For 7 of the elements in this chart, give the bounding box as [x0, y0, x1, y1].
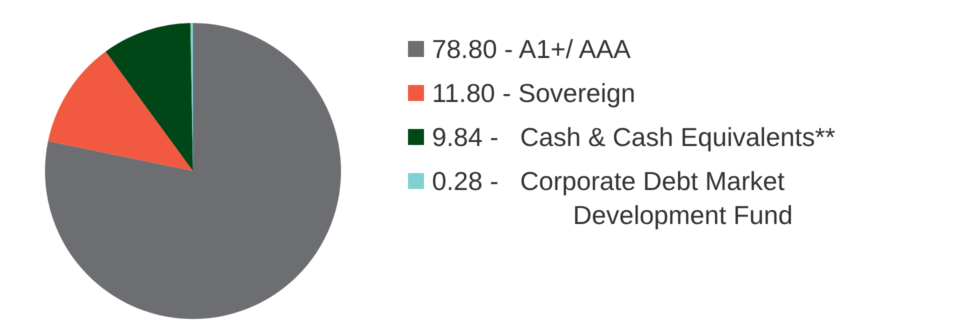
pie-slice: [48, 52, 193, 171]
legend-label: 11.80 - Sovereign: [432, 77, 636, 110]
pie-slice: [106, 23, 193, 171]
pie-slice: [45, 23, 341, 319]
legend-label: 78.80 - A1+/ AAA: [432, 33, 632, 66]
legend-label: 9.84 - Cash & Cash Equivalents**: [432, 121, 836, 154]
legend-label: 0.28 - Corporate Debt Market Development Fund: [432, 165, 794, 232]
